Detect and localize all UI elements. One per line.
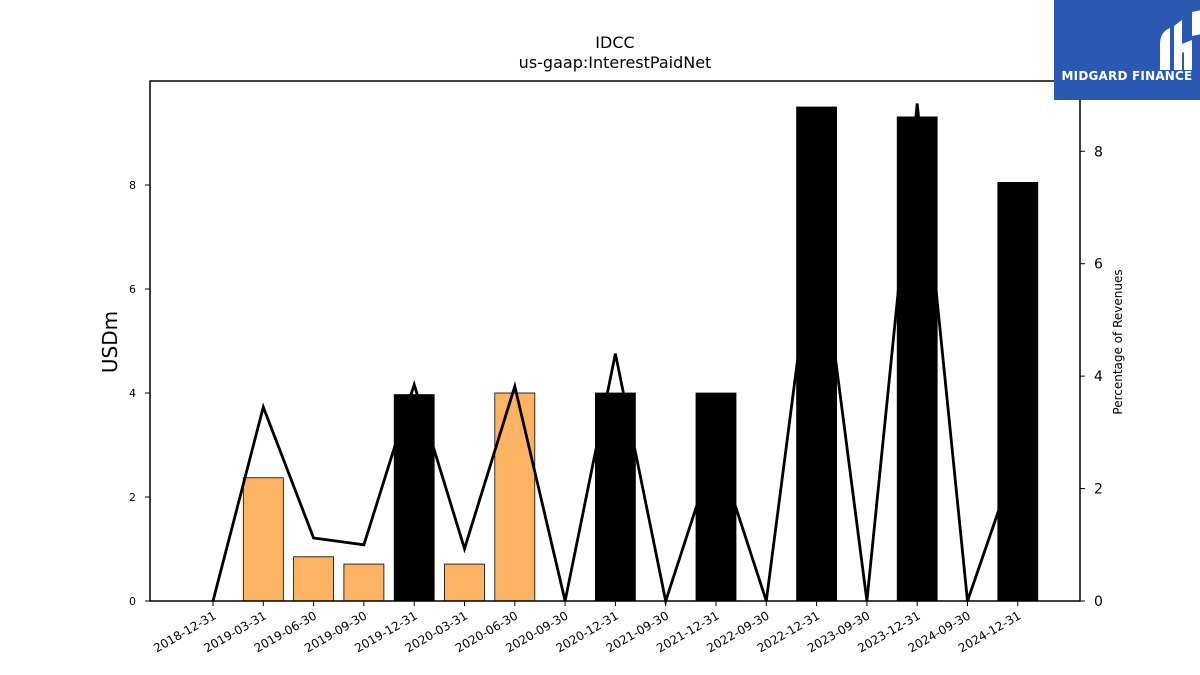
bar-series [242, 106, 1039, 602]
y2-axis-ticks: 0 2 4 6 8 [1080, 144, 1103, 610]
logo-text: MIDGARD FINANCE [1061, 69, 1193, 83]
y-tick-label: 8 [129, 179, 136, 192]
bar-2019-03-31 [242, 477, 284, 602]
x-axis-ticks: 2018-12-312019-03-312019-06-302019-09-30… [151, 601, 1023, 655]
bar-2020-03-31 [444, 563, 485, 602]
y2-tick-label: 8 [1094, 144, 1103, 160]
y-axis-label: USDm [98, 311, 122, 373]
bar-2021-12-31 [695, 392, 737, 602]
y-tick-label: 2 [129, 491, 136, 504]
bar-2020-12-31 [595, 392, 636, 602]
bar-2023-12-31 [896, 116, 938, 602]
bar-2020-06-30 [494, 392, 536, 602]
y2-axis-label: Percentage of Revenues [1111, 269, 1125, 414]
y2-tick-label: 2 [1094, 482, 1103, 498]
y-tick-label: 6 [129, 283, 136, 296]
y2-tick-label: 6 [1094, 257, 1103, 273]
y2-tick-label: 0 [1094, 594, 1103, 610]
revenue-percentage-line [211, 103, 1020, 607]
bar-2019-06-30 [293, 556, 335, 602]
y2-tick-label: 4 [1094, 369, 1103, 385]
bar-2019-09-30 [343, 563, 385, 602]
logo-mark-icon [1160, 10, 1200, 70]
y-tick-label: 0 [129, 595, 136, 608]
bar-2024-12-31 [997, 181, 1039, 602]
chart-title: IDCC [595, 33, 634, 52]
y-tick-label: 4 [129, 387, 136, 400]
y-axis-ticks: 0 2 4 6 8 [129, 179, 150, 608]
bar-2022-12-31 [796, 106, 837, 602]
company-logo: MIDGARD FINANCE [1054, 0, 1200, 100]
chart-subtitle: us-gaap:InterestPaidNet [519, 53, 712, 72]
line-series [211, 103, 1020, 607]
